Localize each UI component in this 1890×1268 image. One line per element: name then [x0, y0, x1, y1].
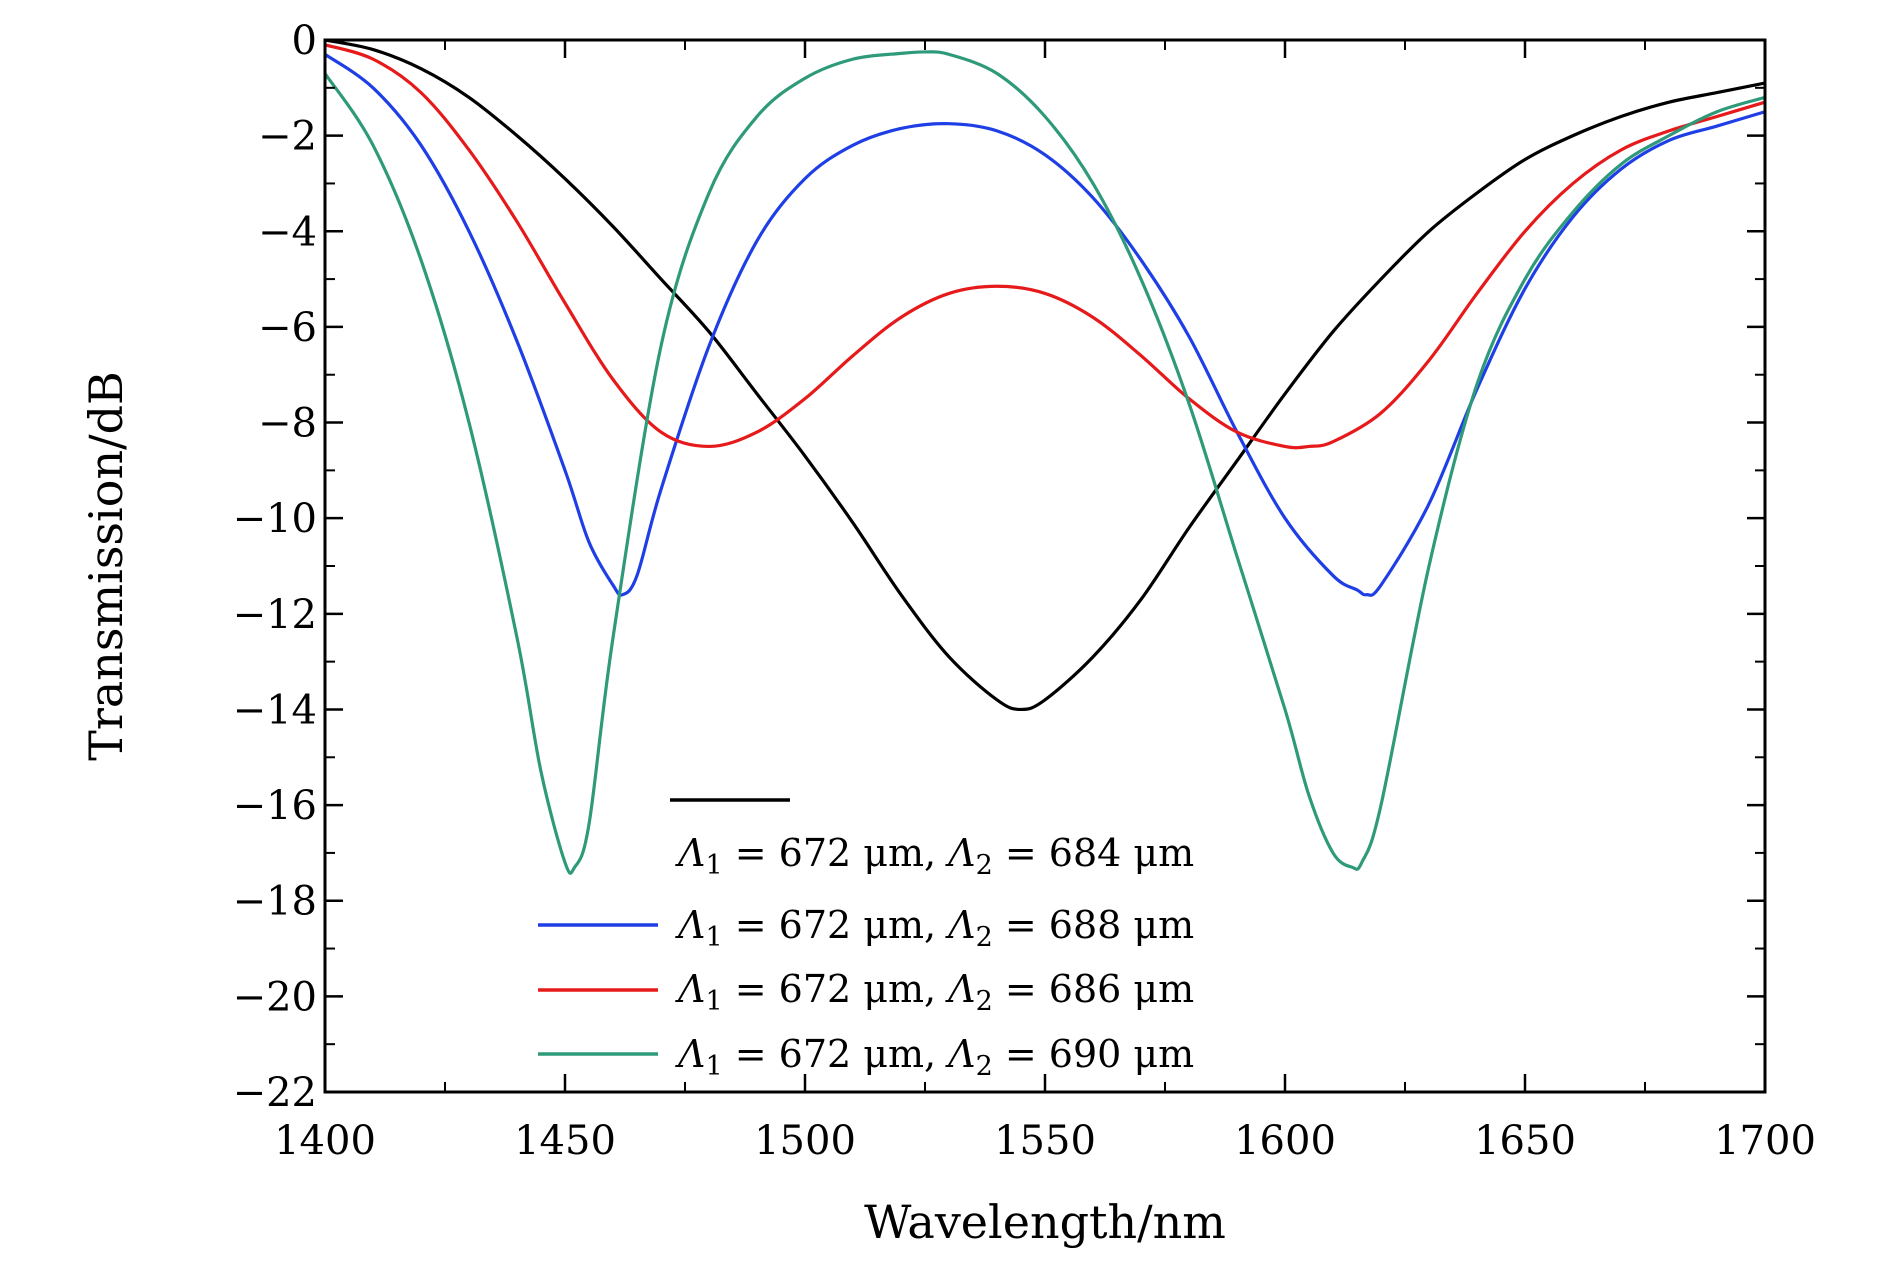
- y-tick-label: −10: [233, 496, 317, 542]
- y-tick-label: 0: [292, 18, 317, 64]
- y-tick-label: −8: [258, 401, 317, 447]
- legend: Λ1 = 672 μm, Λ2 = 684 μm Λ1 = 672 μm, Λ2 …: [538, 798, 1194, 1082]
- tick-label-layer: 1400 1450 1500 1550 1600 1650 1700 0 −2 −4 −6 −8 −10…: [233, 18, 1816, 1164]
- x-tick-label: 1700: [1714, 1118, 1816, 1164]
- legend-label-1: Λ1 = 672 μm, Λ2 = 684 μm: [675, 831, 1194, 881]
- x-tick-label: 1450: [514, 1118, 616, 1164]
- x-axis-title: Wavelength/nm: [864, 1195, 1226, 1249]
- x-tick-label: 1650: [1474, 1118, 1576, 1164]
- x-tick-label: 1550: [994, 1118, 1096, 1164]
- series-line-2: [325, 53, 1765, 597]
- series-line-4: [325, 50, 1765, 875]
- legend-label-2: Λ1 = 672 μm, Λ2 = 688 μm: [675, 903, 1194, 953]
- y-tick-label: −20: [233, 974, 317, 1020]
- y-tick-label: −2: [258, 114, 317, 160]
- tick-layer: [323, 38, 1767, 1094]
- legend-label-4: Λ1 = 672 μm, Λ2 = 690 μm: [675, 1032, 1194, 1082]
- series-layer: [325, 40, 1765, 875]
- y-axis-title: Transmission/dB: [79, 371, 133, 761]
- x-tick-label: 1400: [274, 1118, 376, 1164]
- x-tick-label: 1500: [754, 1118, 856, 1164]
- legend-label-3: Λ1 = 672 μm, Λ2 = 686 μm: [675, 967, 1194, 1017]
- y-tick-label: −22: [233, 1070, 317, 1116]
- y-tick-label: −4: [258, 209, 317, 255]
- y-tick-label: −16: [233, 783, 317, 829]
- y-tick-label: −12: [233, 592, 317, 638]
- y-tick-label: −18: [233, 879, 317, 925]
- x-tick-label: 1600: [1234, 1118, 1336, 1164]
- series-line-3: [325, 43, 1765, 450]
- y-tick-label: −6: [258, 305, 317, 351]
- y-tick-label: −14: [233, 687, 317, 733]
- series-line-1: [325, 40, 1765, 712]
